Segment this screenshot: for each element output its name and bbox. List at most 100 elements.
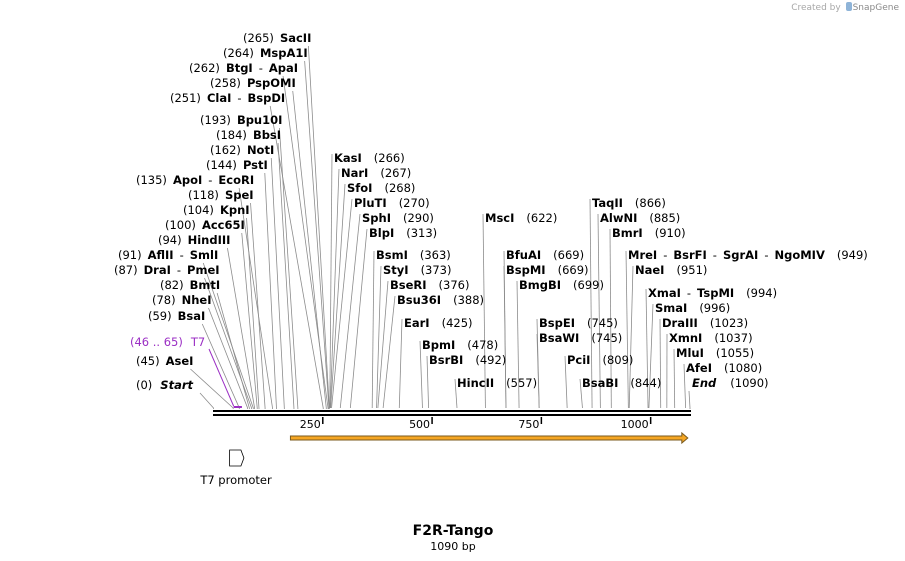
- site-label-bfuai[interactable]: BfuAI (669): [506, 248, 584, 262]
- site-label-eari[interactable]: EarI (425): [404, 316, 473, 330]
- site-leader: [597, 213, 601, 409]
- site-position: (388): [453, 293, 484, 307]
- enzyme-name: AflII: [148, 248, 174, 262]
- site-label-bspmi[interactable]: BspMI (669): [506, 263, 589, 277]
- site-label-naei[interactable]: NaeI (951): [635, 263, 707, 277]
- site-label-bseri[interactable]: BseRI (376): [390, 278, 469, 292]
- site-label-taqii[interactable]: TaqII (866): [592, 196, 666, 210]
- site-label-mlui[interactable]: MluI (1055): [676, 346, 754, 360]
- site-label-draiii[interactable]: DraIII (1023): [662, 316, 748, 330]
- site-label-bpmi[interactable]: BpmI (478): [422, 338, 498, 352]
- site-leaders: [190, 45, 691, 409]
- site-label-xmni[interactable]: XmnI (1037): [669, 331, 753, 345]
- orf-arrow[interactable]: [289, 431, 689, 445]
- enzyme-name: BbsI: [253, 128, 281, 142]
- site-position: (373): [421, 263, 452, 277]
- site-position: (270): [399, 196, 430, 210]
- site-leader: [202, 262, 254, 409]
- site-label-psti[interactable]: (144) PstI: [206, 158, 268, 172]
- site-label-bsrbi[interactable]: BsrBI (492): [429, 353, 506, 367]
- t7-primer-bar[interactable]: [233, 406, 242, 408]
- site-leader: [277, 142, 295, 409]
- site-leader: [659, 318, 662, 409]
- site-label-spei[interactable]: (118) SpeI: [188, 188, 254, 202]
- site-position: (135): [136, 173, 167, 187]
- site-label-nhei[interactable]: (78) NheI: [152, 293, 212, 307]
- t7-promoter-arrow[interactable]: [229, 449, 245, 467]
- site-label-alwni[interactable]: AlwNI (885): [600, 211, 680, 225]
- site-label-acc65i[interactable]: (100) Acc65I: [165, 218, 245, 232]
- site-position: (144): [206, 158, 237, 172]
- site-position: (118): [188, 188, 219, 202]
- site-label-noti[interactable]: (162) NotI: [210, 143, 274, 157]
- site-label-clai[interactable]: (251) ClaI - BspDI: [170, 91, 285, 105]
- site-position: (162): [210, 143, 241, 157]
- enzyme-name: SmlI: [190, 248, 219, 262]
- site-label-pcii[interactable]: PciI (809): [567, 353, 633, 367]
- site-leader: [329, 168, 340, 409]
- site-position: (1023): [710, 316, 748, 330]
- site-label-sacii[interactable]: (265) SacII: [243, 31, 311, 45]
- site-label-pluti[interactable]: PluTI (270): [354, 196, 430, 210]
- label-end[interactable]: End (1090): [692, 376, 769, 390]
- enzyme-name: BmtI: [190, 278, 221, 292]
- site-position: (363): [420, 248, 451, 262]
- site-label-hindiii[interactable]: (94) HindIII: [158, 233, 230, 247]
- site-label-btgi[interactable]: (262) BtgI - ApaI: [189, 61, 298, 75]
- site-separator: -: [687, 286, 691, 300]
- enzyme-name: MreI: [628, 248, 657, 262]
- start-label: Start: [160, 378, 193, 392]
- site-label-aflii[interactable]: (91) AflII - SmlI: [118, 248, 218, 262]
- site-label-xmai[interactable]: XmaI - TspMI (994): [648, 286, 777, 300]
- site-label-bbsi[interactable]: (184) BbsI: [216, 128, 281, 142]
- site-label-mrei[interactable]: MreI - BsrFI - SgrAI - NgoMIV (949): [628, 248, 868, 262]
- site-leader: [204, 277, 252, 409]
- enzyme-name: Bpu10I: [237, 113, 282, 127]
- site-label-bsmi[interactable]: BsmI (363): [376, 248, 451, 262]
- ruler-tick-label: 500: [409, 418, 430, 431]
- site-label-drai[interactable]: (87) DraI - PmeI: [114, 263, 220, 277]
- site-position: (262): [189, 61, 220, 75]
- site-label-bsu36i[interactable]: Bsu36I (388): [397, 293, 484, 307]
- site-label-styi[interactable]: StyI (373): [383, 263, 452, 277]
- site-leader: [307, 45, 330, 409]
- enzyme-name: SfoI: [347, 181, 372, 195]
- site-leader: [376, 265, 382, 409]
- site-label-mspa1i[interactable]: (264) MspA1I: [223, 46, 308, 60]
- site-position: (78): [152, 293, 176, 307]
- site-label-bpu10i[interactable]: (193) Bpu10I: [200, 113, 282, 127]
- site-label-smai[interactable]: SmaI (996): [655, 301, 730, 315]
- label-start[interactable]: (0) Start: [136, 378, 194, 392]
- site-leader: [264, 172, 277, 409]
- site-label-afei[interactable]: AfeI (1080): [686, 361, 762, 375]
- site-label-bmri[interactable]: BmrI (910): [612, 226, 686, 240]
- site-label-kpni[interactable]: (104) KpnI: [183, 203, 250, 217]
- site-label-asei[interactable]: (45) AseI: [136, 354, 193, 368]
- site-leader: [349, 228, 368, 409]
- enzyme-name: PstI: [243, 158, 268, 172]
- site-label-bmgbi[interactable]: BmgBI (699): [519, 278, 604, 292]
- site-label-blpi[interactable]: BlpI (313): [369, 226, 437, 240]
- site-label-sphi[interactable]: SphI (290): [362, 211, 434, 225]
- site-label-bsawi[interactable]: BsaWI (745): [539, 331, 622, 345]
- site-label-hincii[interactable]: HincII (557): [457, 376, 537, 390]
- site-label-sfoi[interactable]: SfoI (268): [347, 181, 415, 195]
- primer-label-t7[interactable]: (46 .. 65) T7: [130, 335, 205, 349]
- enzyme-name: NheI: [182, 293, 212, 307]
- site-label-nari[interactable]: NarI (267): [341, 166, 411, 180]
- snapgene-logo-icon: [845, 2, 852, 11]
- enzyme-name: EcoRI: [218, 173, 254, 187]
- site-position: (265): [243, 31, 274, 45]
- site-label-apoi[interactable]: (135) ApoI - EcoRI: [136, 173, 254, 187]
- site-label-bsabi[interactable]: BsaBI (844): [582, 376, 661, 390]
- site-label-pspomi[interactable]: (258) PspOMI: [210, 76, 296, 90]
- site-label-bspei[interactable]: BspEI (745): [539, 316, 618, 330]
- site-label-bmti[interactable]: (82) BmtI: [160, 278, 220, 292]
- backbone: [213, 410, 691, 416]
- site-label-kasi[interactable]: KasI (266): [334, 151, 405, 165]
- enzyme-name: DraIII: [662, 316, 698, 330]
- enzyme-name: SmaI: [655, 301, 687, 315]
- site-label-msci[interactable]: MscI (622): [485, 211, 557, 225]
- site-label-bsai[interactable]: (59) BsaI: [148, 309, 205, 323]
- feature-label-t7-promoter[interactable]: T7 promoter: [199, 473, 272, 487]
